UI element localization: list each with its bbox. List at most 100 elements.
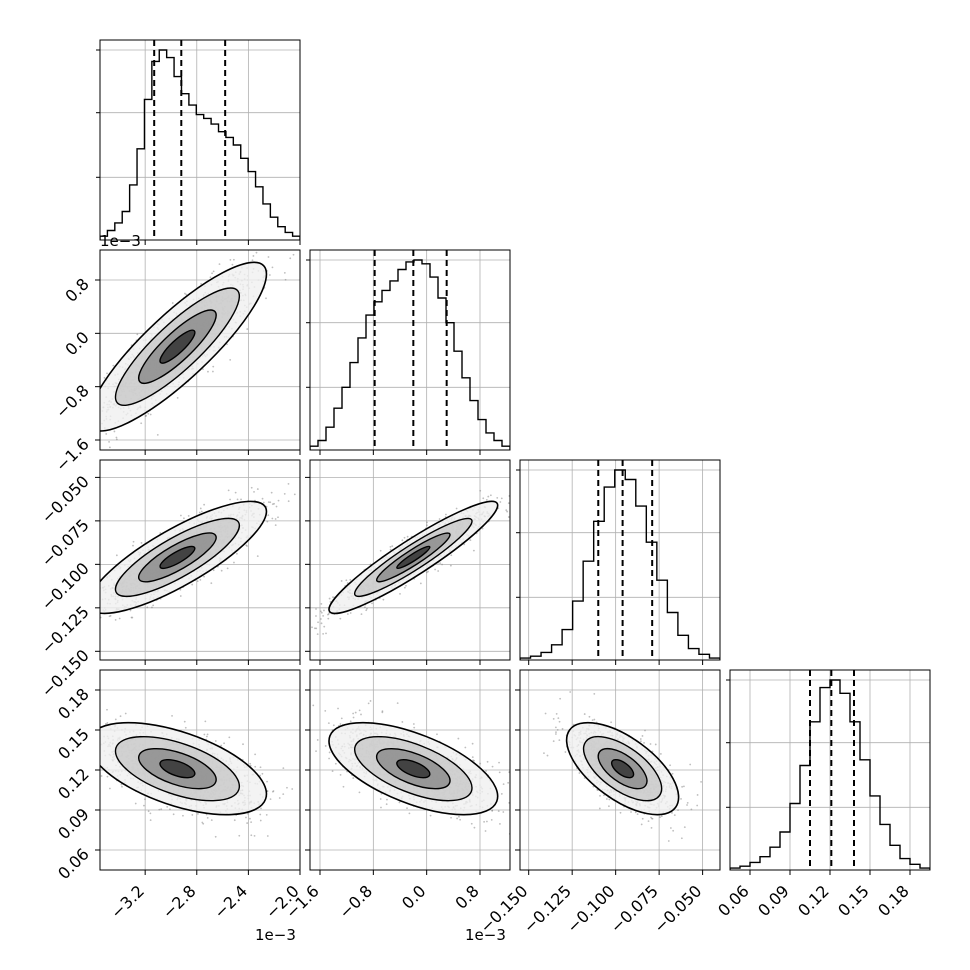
sample-point <box>277 499 280 502</box>
sample-point <box>482 497 485 500</box>
sample-point <box>399 592 401 595</box>
sample-point <box>507 516 510 518</box>
sample-point <box>96 612 98 614</box>
panel-2-2 <box>516 459 721 665</box>
sample-point <box>176 396 179 399</box>
sample-point <box>191 583 194 586</box>
sample-point <box>227 489 230 492</box>
sample-point <box>233 561 235 564</box>
sample-point <box>97 413 99 415</box>
density-2-0 <box>70 454 319 621</box>
sample-point <box>365 609 368 612</box>
panel-3-0: −3.2 −2.8 −2.4 −2.00.060.090.120.150.18 <box>54 669 303 922</box>
sample-point <box>152 604 155 607</box>
sample-point <box>94 405 96 407</box>
sample-point <box>108 446 111 449</box>
sample-point <box>268 274 271 276</box>
sample-point <box>280 651 282 653</box>
y-tick-label: −0.125 <box>38 602 93 657</box>
sample-point <box>270 491 273 494</box>
sample-point <box>441 563 443 566</box>
panel-frame <box>519 459 721 661</box>
sample-point <box>439 562 442 565</box>
sample-point <box>109 614 112 617</box>
sample-point <box>229 498 231 501</box>
sample-point <box>183 517 185 520</box>
sample-point <box>159 532 162 534</box>
sample-point <box>97 593 99 595</box>
sample-point <box>267 501 270 504</box>
sample-point <box>265 297 267 300</box>
sample-point <box>112 364 115 367</box>
sample-point <box>140 422 143 425</box>
sample-point <box>100 775 103 777</box>
sample-point <box>289 257 292 260</box>
y-tick-label: −0.050 <box>38 472 93 527</box>
sample-point <box>403 586 406 589</box>
sample-point <box>320 602 323 605</box>
sample-point <box>95 609 97 611</box>
sample-point <box>320 622 323 625</box>
sample-point <box>360 613 363 616</box>
sample-point <box>97 380 99 382</box>
sample-point <box>96 416 98 418</box>
sample-point <box>250 821 253 824</box>
sample-point <box>113 430 116 433</box>
sample-point <box>349 578 352 581</box>
sample-point <box>149 413 152 416</box>
sample-point <box>88 436 90 438</box>
sample-point <box>382 598 385 601</box>
sample-point <box>327 613 330 615</box>
sample-point <box>95 381 97 383</box>
sample-point <box>261 772 264 775</box>
sample-point <box>401 539 404 542</box>
sample-point <box>406 535 409 538</box>
sample-point <box>434 568 437 571</box>
sample-point <box>147 412 150 415</box>
sample-point <box>92 600 94 602</box>
sample-point <box>129 609 132 612</box>
sample-point <box>220 569 223 572</box>
sample-point <box>507 502 510 505</box>
sample-point <box>449 564 452 567</box>
sample-point <box>106 708 108 711</box>
sample-point <box>136 333 139 336</box>
sample-point <box>275 505 278 508</box>
sample-point <box>56 733 58 735</box>
sample-point <box>485 499 488 501</box>
sample-point <box>87 763 89 765</box>
sample-point <box>115 554 118 557</box>
sample-point <box>140 542 143 544</box>
sample-point <box>256 488 259 490</box>
sample-point <box>184 292 186 295</box>
sample-point <box>521 485 523 487</box>
sample-point <box>200 283 202 285</box>
sample-point <box>70 601 72 603</box>
sample-point <box>311 626 313 629</box>
sample-point <box>200 510 203 513</box>
sample-point <box>317 454 319 456</box>
sample-point <box>450 554 453 557</box>
sample-point <box>83 604 85 606</box>
sample-point <box>95 419 97 421</box>
sample-point <box>234 491 237 494</box>
sample-point <box>206 733 209 736</box>
sample-point <box>212 365 215 368</box>
sample-point <box>481 527 484 530</box>
sample-point <box>231 263 234 266</box>
sample-point <box>169 808 171 811</box>
sample-point <box>98 722 100 724</box>
sample-point <box>445 513 447 516</box>
sample-point <box>97 751 99 753</box>
sample-point <box>266 835 269 837</box>
sample-point <box>93 422 95 424</box>
sample-point <box>255 251 258 254</box>
sample-point <box>212 569 215 572</box>
sample-point <box>203 575 205 578</box>
sample-point <box>505 509 508 512</box>
sample-point <box>332 596 334 599</box>
sample-point <box>322 614 325 617</box>
sample-point <box>97 430 99 432</box>
sample-point <box>179 588 182 591</box>
sample-point <box>252 255 255 257</box>
